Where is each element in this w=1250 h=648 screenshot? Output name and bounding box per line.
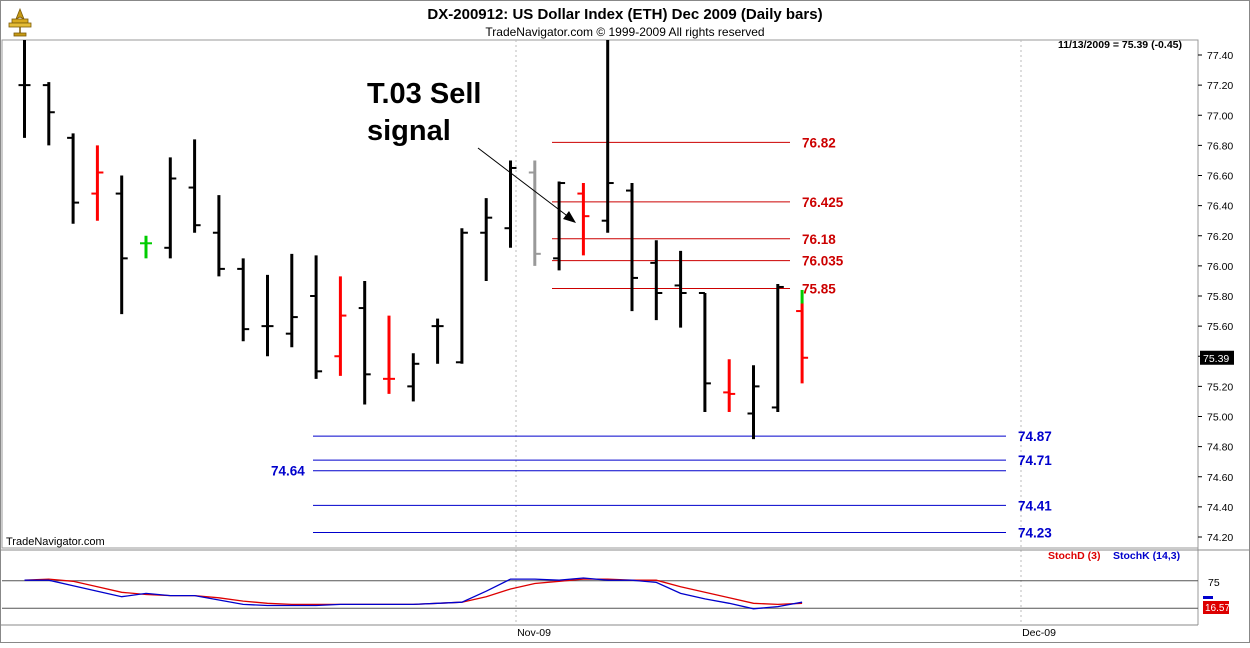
y-tick-label: 77.20	[1207, 80, 1233, 92]
x-tick-label: Dec-09	[1022, 627, 1056, 639]
ohlc-bar	[261, 274, 274, 357]
y-tick-label: 77.00	[1207, 110, 1233, 122]
ohlc-bar	[455, 228, 468, 364]
ohlc-bar	[18, 39, 31, 138]
ohlc-bar	[42, 82, 55, 146]
last-price-info: 11/13/2009 = 75.39 (-0.45)	[1058, 39, 1182, 51]
ohlc-bar	[771, 283, 784, 412]
current-price-label: 75.39	[1203, 353, 1229, 365]
ohlc-bar	[528, 160, 541, 266]
ohlc-bar	[310, 255, 323, 379]
ohlc-bar	[431, 318, 444, 364]
ohlc-bar	[626, 183, 638, 312]
price-axis: Nov-09 Dec-09 77.40 77.20 77.00 76.80 76.60 76.…	[517, 50, 1234, 639]
ohlc-bar	[698, 291, 711, 412]
y-tick-label: 75.80	[1207, 291, 1233, 303]
ohlc-bar	[212, 195, 225, 277]
ohlc-bar	[140, 235, 152, 259]
resistance-label: 76.18	[802, 232, 836, 247]
ohlc-bar	[577, 183, 590, 256]
support-label: 74.41	[1018, 498, 1052, 513]
annotation-line1: T.03 Sell	[367, 78, 481, 110]
chart-title: DX-200912: US Dollar Index (ETH) Dec 200…	[427, 6, 822, 23]
ohlc-bar	[91, 145, 104, 221]
ohlc-bar	[504, 160, 517, 248]
stoch-legend-label: StochK (14,3)	[1113, 550, 1180, 562]
ohlc-bar	[115, 175, 128, 315]
stoch-legend-label: StochD (3)	[1048, 550, 1101, 562]
y-tick-label: 75.20	[1207, 381, 1233, 393]
ohlc-bar	[407, 353, 420, 402]
y-tick-label: 74.20	[1207, 532, 1233, 544]
ohlc-bar	[723, 359, 736, 412]
ohlc-bar	[796, 289, 809, 384]
ohlc-bar	[285, 253, 298, 348]
y-tick-label: 77.40	[1207, 50, 1233, 62]
y-tick-label: 74.60	[1207, 472, 1233, 484]
y-tick-label: 76.20	[1207, 231, 1233, 243]
annotation-arrow-line	[477, 147, 571, 219]
annotation-arrowhead	[563, 211, 576, 223]
ohlc-bars	[18, 39, 809, 440]
ohlc-bar	[383, 315, 395, 394]
resistance-label: 76.82	[802, 135, 836, 150]
ohlc-bar	[237, 258, 250, 342]
y-tick-label: 76.40	[1207, 201, 1233, 213]
ohlc-bar	[674, 250, 687, 328]
ohlc-bar	[650, 240, 663, 321]
stoch-value-badge	[1203, 601, 1229, 614]
y-tick-label: 75.60	[1207, 321, 1233, 333]
tradenavigator-logo-icon	[8, 7, 32, 37]
watermark-text: TradeNavigator.com	[6, 536, 105, 548]
stoch-level-label: 75	[1208, 577, 1220, 589]
stoch-k-marker	[1203, 596, 1213, 599]
ohlc-bar	[553, 181, 566, 271]
ohlc-bar	[334, 276, 347, 376]
grid-layer	[1, 39, 1199, 625]
support-label: 74.87	[1018, 429, 1052, 444]
y-tick-label: 75.00	[1207, 412, 1233, 424]
current-price-badge	[1200, 350, 1234, 365]
ohlc-bar	[358, 280, 371, 405]
copyright-text: TradeNavigator.com © 1999-2009 All right…	[485, 25, 764, 39]
y-tick-label: 76.60	[1207, 171, 1233, 183]
support-label: 74.64	[271, 464, 305, 479]
stochastic-panel: 750StochD (3)StochK (14,3)16.57	[0, 549, 1250, 626]
stoch-series-line	[24, 577, 803, 610]
support-label: 74.71	[1018, 453, 1052, 468]
ohlc-bar	[188, 139, 201, 233]
stoch-value-label: 16.57	[1205, 603, 1230, 614]
ohlc-bar	[480, 198, 493, 281]
resistance-label: 75.85	[802, 281, 836, 296]
x-tick-label: Nov-09	[517, 627, 551, 639]
support-label: 74.23	[1018, 525, 1052, 540]
resistance-label: 76.035	[802, 254, 844, 269]
resistance-label: 76.425	[802, 195, 844, 210]
level-lines: 76.82 76.425 76.18 76.035 75.85 74.87 74.71 74.…	[271, 135, 1052, 540]
ohlc-bar	[747, 365, 760, 440]
y-tick-label: 76.00	[1207, 261, 1233, 273]
y-tick-label: 74.40	[1207, 502, 1233, 514]
y-tick-label: 74.80	[1207, 442, 1233, 454]
annotation-line2: signal	[367, 115, 451, 147]
ohlc-bar	[67, 133, 80, 224]
y-tick-label: 76.80	[1207, 140, 1233, 152]
ohlc-bar	[164, 157, 177, 259]
ohlc-bar	[601, 39, 614, 233]
